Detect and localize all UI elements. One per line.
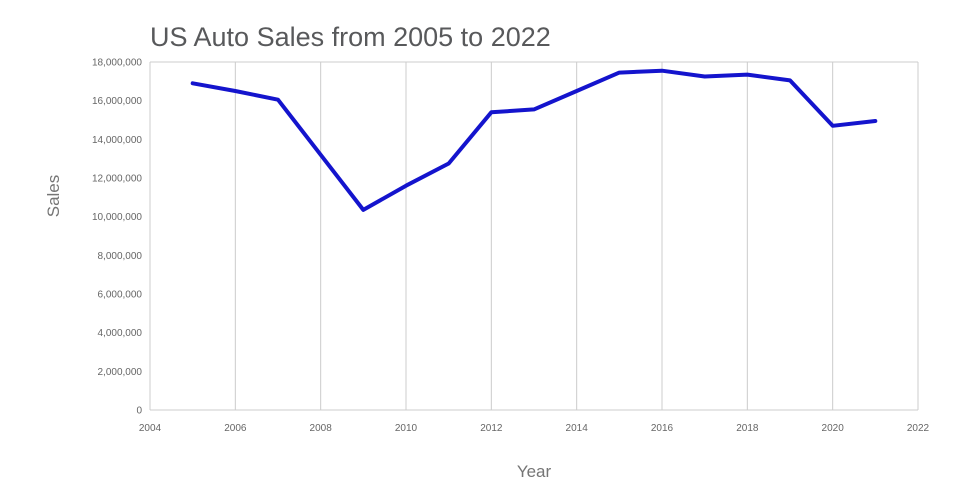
x-tick-label: 2020 [822,423,845,434]
y-tick-label: 2,000,000 [98,367,143,378]
y-tick-label: 6,000,000 [98,290,143,301]
x-tick-label: 2008 [310,423,333,434]
y-tick-label: 18,000,000 [92,58,142,69]
x-tick-label: 2012 [480,423,503,434]
y-tick-label: 14,000,000 [92,135,142,146]
x-tick-label: 2010 [395,423,418,434]
y-tick-label: 4,000,000 [98,328,143,339]
x-axis-title: Year [516,462,552,481]
y-tick-label: 10,000,000 [92,212,142,223]
x-tick-label: 2018 [736,423,759,434]
y-tick-label: 12,000,000 [92,174,142,185]
chart-title: US Auto Sales from 2005 to 2022 [150,22,551,52]
y-tick-label: 16,000,000 [92,96,142,107]
x-tick-label: 2022 [907,423,930,434]
x-tick-label: 2004 [139,423,162,434]
y-tick-label: 8,000,000 [98,251,143,262]
x-tick-label: 2016 [651,423,674,434]
sales-line [190,68,878,212]
y-tick-label: 0 [136,406,142,417]
x-tick-label: 2014 [566,423,589,434]
x-tick-label: 2006 [224,423,247,434]
